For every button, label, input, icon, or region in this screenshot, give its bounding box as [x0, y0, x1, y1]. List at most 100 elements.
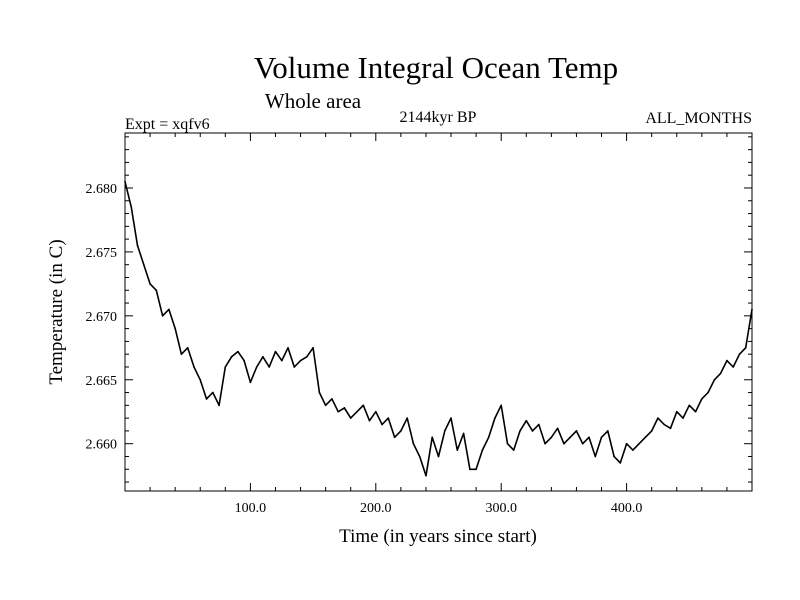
data-point	[556, 427, 559, 430]
data-point	[274, 350, 277, 353]
data-point	[657, 417, 659, 419]
data-point	[688, 404, 691, 407]
data-point	[243, 359, 245, 362]
plot-frame	[124, 132, 753, 492]
data-point	[663, 423, 666, 426]
data-point	[237, 350, 239, 353]
data-point	[500, 404, 503, 407]
data-point	[487, 436, 490, 439]
x-tick-label: 300.0	[485, 501, 517, 516]
data-point	[462, 432, 465, 435]
x-tick-label: 200.0	[360, 501, 392, 516]
data-point	[738, 353, 741, 355]
data-point	[707, 391, 709, 394]
data-point	[600, 436, 603, 439]
data-point	[475, 468, 477, 471]
y-axis-ticks: 2.660 2.665 2.670 2.675 2.680	[86, 136, 752, 483]
data-point	[719, 372, 722, 375]
data-point	[387, 417, 390, 419]
data-point	[638, 442, 640, 445]
data-point	[331, 398, 333, 400]
experiment-label: Expt = xqfv6	[125, 116, 210, 133]
data-point	[337, 410, 339, 413]
data-point	[168, 308, 170, 311]
data-point	[375, 410, 377, 413]
data-point	[732, 366, 734, 368]
data-point	[650, 430, 653, 432]
data-point	[412, 442, 415, 445]
data-point	[224, 366, 227, 368]
data-point	[456, 449, 459, 451]
data-point	[230, 355, 233, 358]
x-tick-label: 400.0	[611, 501, 643, 516]
data-point	[262, 355, 264, 358]
data-point	[588, 436, 590, 439]
data-point	[550, 436, 553, 439]
data-point	[299, 359, 302, 362]
data-point	[481, 449, 484, 451]
y-tick-label: 2.665	[86, 374, 118, 389]
data-point	[544, 442, 546, 445]
data-point	[632, 449, 634, 451]
data-point	[613, 455, 615, 458]
data-point	[356, 410, 358, 413]
x-axis-ticks: 100.0 200.0 300.0 400.0	[149, 133, 728, 516]
x-axis-label: Time (in years since start)	[339, 526, 537, 547]
data-point	[538, 423, 540, 426]
data-point	[143, 263, 145, 266]
data-point	[218, 404, 220, 407]
series-layer	[124, 180, 753, 477]
data-point	[563, 442, 565, 445]
x-tick-label: 100.0	[235, 501, 267, 516]
data-point	[713, 378, 716, 381]
data-point	[268, 366, 271, 368]
data-point	[606, 430, 609, 432]
data-point	[199, 378, 202, 381]
data-point	[136, 244, 139, 247]
data-point	[349, 417, 352, 419]
data-point	[431, 436, 434, 439]
data-point	[161, 315, 164, 317]
data-point	[186, 347, 189, 349]
data-point	[726, 359, 728, 362]
data-point	[619, 462, 622, 464]
y-axis-label: Temperature (in C)	[46, 239, 67, 384]
data-point	[425, 474, 427, 477]
y-tick-label: 2.670	[86, 310, 118, 325]
data-point	[569, 436, 571, 439]
data-point	[211, 391, 214, 394]
data-point	[293, 366, 296, 368]
data-point	[512, 449, 515, 451]
chart-title: Volume Integral Ocean Temp	[254, 50, 618, 85]
data-point	[506, 442, 509, 445]
data-point	[393, 436, 396, 439]
data-point	[381, 423, 383, 426]
data-point	[694, 410, 697, 413]
y-tick-label: 2.675	[86, 246, 118, 261]
data-point	[437, 455, 440, 458]
data-point	[418, 455, 421, 458]
data-point	[193, 366, 195, 368]
data-point	[324, 404, 327, 407]
data-point	[368, 419, 371, 422]
data-point	[525, 419, 528, 422]
data-point	[594, 455, 597, 458]
series-line	[124, 181, 753, 477]
data-point	[701, 398, 703, 400]
data-point	[149, 283, 151, 285]
data-point	[174, 327, 176, 330]
data-point	[306, 355, 308, 358]
data-point	[744, 347, 747, 349]
data-point	[450, 417, 452, 419]
y-tick-label: 2.660	[86, 438, 118, 453]
data-point	[669, 427, 672, 430]
data-point	[130, 206, 133, 208]
data-point	[255, 366, 258, 368]
data-point	[249, 381, 252, 384]
data-point	[287, 347, 289, 349]
data-point	[469, 468, 471, 471]
data-point	[575, 430, 578, 432]
data-point	[519, 430, 521, 432]
chart-subtitle: Whole area	[265, 89, 362, 113]
